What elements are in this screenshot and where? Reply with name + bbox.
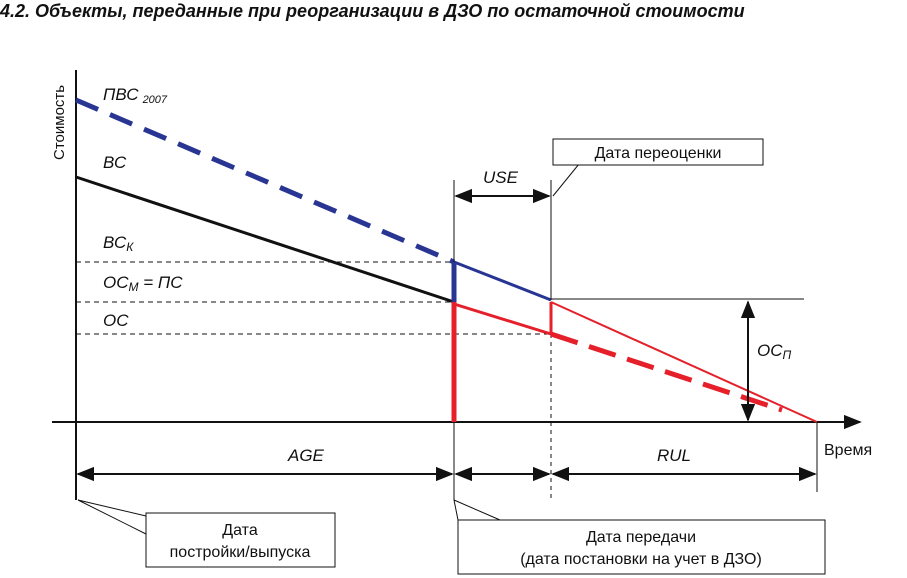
y-axis-label: Стоимость [51, 85, 68, 160]
build-date-text-line1: Дата [222, 522, 258, 539]
ocp-red-line [550, 301, 818, 423]
diagram-title: 4.2. Объекты, переданные при реорганизац… [0, 1, 745, 21]
oc-red-segment [453, 302, 552, 336]
pvs-label: ПВС 2007 [103, 85, 168, 106]
oc-label: ОС [103, 311, 129, 330]
revaluation-callout-pointer [552, 163, 580, 197]
vsk-label: ВСК [103, 233, 134, 254]
ocp-label: ОСП [757, 341, 792, 362]
rul-label: RUL [657, 446, 691, 465]
revaluation-date-box [552, 138, 764, 166]
transfer-date-callout-pointer [453, 499, 501, 521]
ocm-label: ОСМ = ПС [103, 273, 183, 294]
build-date-callout-pointer [77, 499, 147, 535]
build-date-text-line2: постройки/выпуска [170, 544, 311, 561]
pvs-solid-segment [453, 260, 552, 302]
vs-label: ВС [103, 153, 127, 172]
transfer-date-text-line2: (дата постановки на учет в ДЗО) [520, 551, 762, 568]
use-label: USE [483, 168, 519, 187]
age-label: AGE [287, 446, 325, 465]
transfer-date-box [457, 519, 826, 575]
x-axis-label: Время [824, 442, 872, 459]
vs-line [75, 175, 455, 304]
transfer-date-text-line1: Дата передачи [586, 529, 696, 546]
revaluation-date-text: Дата переоценки [595, 145, 722, 162]
build-date-box [145, 512, 336, 568]
pvs-dashed-line [75, 97, 455, 265]
